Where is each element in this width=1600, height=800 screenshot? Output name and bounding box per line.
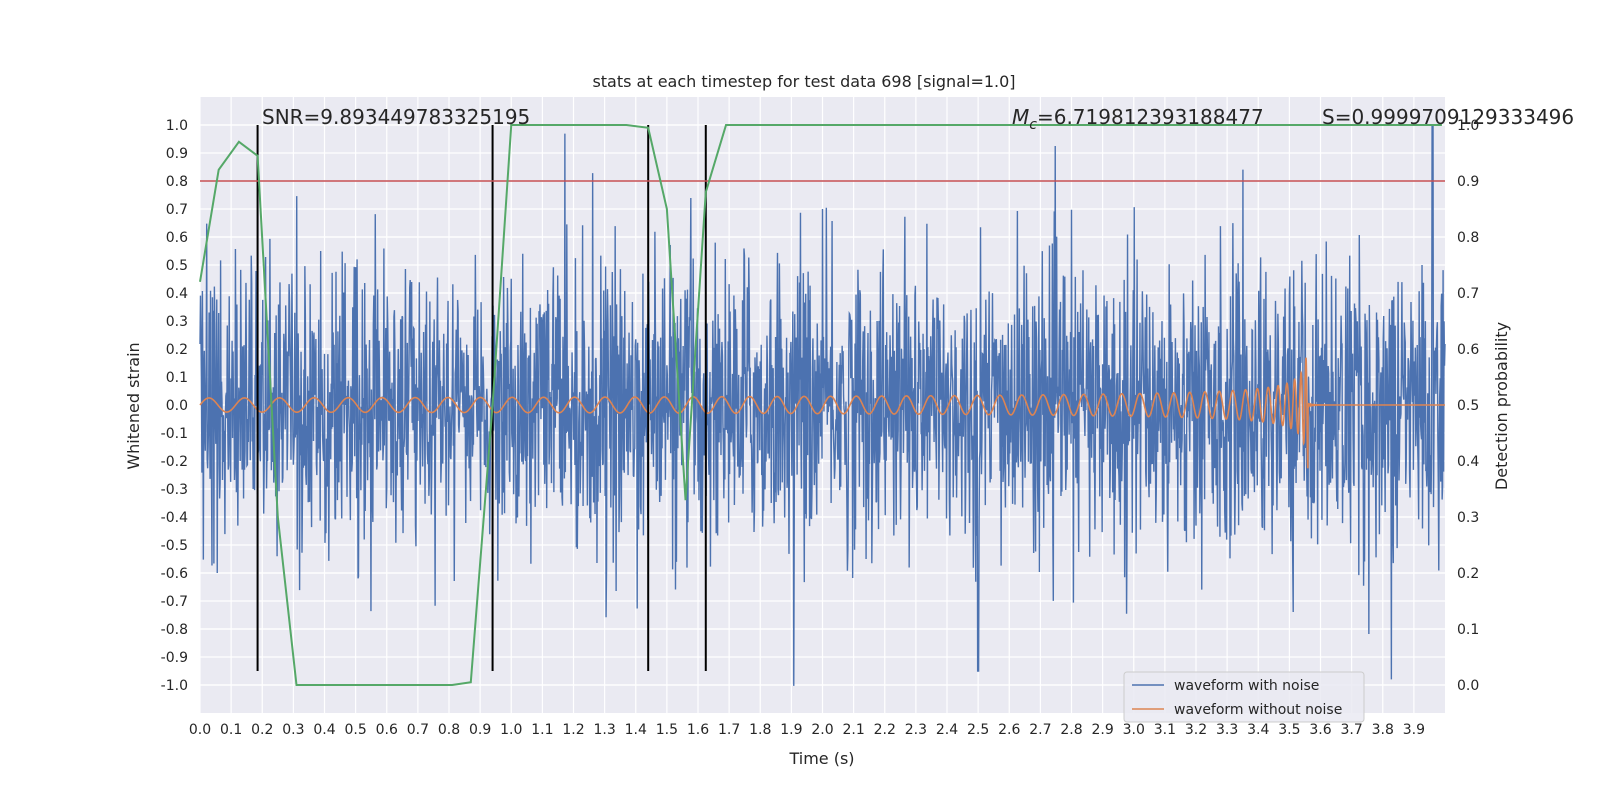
y2-tick-label: 1.0 <box>1457 118 1479 134</box>
y-tick-label: 0.2 <box>166 342 188 358</box>
x-tick-label: 0.2 <box>251 722 273 738</box>
y2-tick-label: 0.4 <box>1457 454 1479 470</box>
y2-tick-label: 0.6 <box>1457 342 1479 358</box>
legend-box <box>1123 671 1365 723</box>
x-tick-label: 3.1 <box>1154 722 1176 738</box>
x-tick-label: 0.6 <box>376 722 398 738</box>
chart-title: stats at each timestep for test data 698… <box>592 72 1015 91</box>
y-tick-labels: 1.0 0.9 0.8 0.7 0.6 0.5 0.4 0.3 0.2 0.1 0.0 -0.1 -0.… <box>161 118 188 694</box>
x-tick-label: 3.5 <box>1278 722 1300 738</box>
y-tick-label: 0.1 <box>166 370 188 386</box>
y2-tick-label: 0.0 <box>1457 678 1479 694</box>
legend-label-noise: waveform with noise <box>1174 678 1319 694</box>
chirp-mass-annotation: Mc=6.719812393188477 <box>1012 105 1264 133</box>
y-tick-label: 0.8 <box>166 174 188 190</box>
y2-axis-label: Detection probability <box>1492 322 1511 490</box>
x-tick-label: 3.9 <box>1403 722 1425 738</box>
x-tick-label: 0.3 <box>282 722 304 738</box>
x-tick-label: 2.5 <box>967 722 989 738</box>
x-tick-label: 3.0 <box>1123 722 1145 738</box>
x-tick-label: 1.4 <box>625 722 647 738</box>
chirp-mass-symbol: M <box>1012 105 1029 129</box>
x-tick-label: 1.7 <box>718 722 740 738</box>
legend: waveform with noise waveform without noi… <box>1123 671 1365 723</box>
y2-tick-label: 0.5 <box>1457 398 1479 414</box>
y-tick-label: -1.0 <box>161 678 188 694</box>
x-tick-label: 0.4 <box>313 722 335 738</box>
x-tick-label: 3.4 <box>1247 722 1269 738</box>
y-tick-label: -0.1 <box>161 426 188 442</box>
y-axis-label: Whitened strain <box>124 342 143 469</box>
y-tick-label: -0.9 <box>161 650 188 666</box>
x-tick-label: 3.3 <box>1216 722 1238 738</box>
detection-probability-line <box>199 124 1442 686</box>
y-tick-label: -0.2 <box>161 454 188 470</box>
x-tick-label: 2.7 <box>1029 722 1051 738</box>
chirp-mass-subscript: c <box>1029 117 1037 133</box>
x-tick-label: 2.8 <box>1060 722 1082 738</box>
x-tick-label: 3.8 <box>1372 722 1394 738</box>
x-tick-label: 0.5 <box>344 722 366 738</box>
x-tick-label: 1.8 <box>749 722 771 738</box>
y2-tick-label: 0.1 <box>1457 622 1479 638</box>
x-tick-label: 2.9 <box>1091 722 1113 738</box>
x-tick-label: 2.3 <box>905 722 927 738</box>
y-tick-label: 0.7 <box>166 202 188 218</box>
chirp-mass-value: =6.719812393188477 <box>1037 105 1264 129</box>
x-tick-label: 0.8 <box>438 722 460 738</box>
x-tick-label: 2.2 <box>874 722 896 738</box>
y2-tick-label: 0.3 <box>1457 510 1479 526</box>
s-annotation: S=0.9999709129333496 <box>1322 105 1574 129</box>
y-tick-label: 0.5 <box>166 258 188 274</box>
x-tick-label: 1.1 <box>531 722 553 738</box>
legend-label-clean: waveform without noise <box>1174 702 1342 718</box>
x-tick-label: 2.4 <box>936 722 958 738</box>
y2-tick-labels: 1.0 0.9 0.8 0.7 0.6 0.5 0.4 0.3 0.2 0.1 0.0 <box>1457 118 1479 694</box>
y-tick-label: 0.9 <box>166 146 188 162</box>
x-tick-label: 3.7 <box>1340 722 1362 738</box>
y2-tick-label: 0.9 <box>1457 174 1479 190</box>
x-tick-label: 1.3 <box>593 722 615 738</box>
y2-tick-label: 0.2 <box>1457 566 1479 582</box>
x-tick-label: 0.0 <box>189 722 211 738</box>
waveform-without-noise-line <box>199 357 1445 469</box>
x-tick-label: 2.1 <box>842 722 864 738</box>
snr-annotation: SNR=9.893449783325195 <box>262 105 530 129</box>
x-tick-label: 0.1 <box>220 722 242 738</box>
x-tick-label: 0.7 <box>407 722 429 738</box>
y-tick-label: 0.6 <box>166 230 188 246</box>
x-tick-labels: 0.0 0.1 0.2 0.3 0.4 0.5 0.6 0.7 0.8 0.9 1.0 1.1 1.2 1… <box>189 722 1425 738</box>
x-tick-label: 1.5 <box>656 722 678 738</box>
x-axis-label: Time (s) <box>788 749 854 768</box>
x-tick-label: 2.6 <box>998 722 1020 738</box>
y-tick-label: 0.0 <box>166 398 188 414</box>
y2-tick-label: 0.7 <box>1457 286 1479 302</box>
x-tick-label: 1.6 <box>687 722 709 738</box>
y-tick-label: -0.3 <box>161 482 188 498</box>
y-tick-label: 0.3 <box>166 314 188 330</box>
y-tick-label: 0.4 <box>166 286 188 302</box>
x-tick-label: 3.2 <box>1185 722 1207 738</box>
x-tick-label: 2.0 <box>811 722 833 738</box>
y-tick-label: -0.7 <box>161 594 188 610</box>
x-tick-label: 1.2 <box>562 722 584 738</box>
x-tick-label: 1.0 <box>500 722 522 738</box>
waveform-with-noise-line <box>199 124 1446 686</box>
y-tick-label: -0.5 <box>161 538 188 554</box>
x-tick-label: 3.6 <box>1309 722 1331 738</box>
y-tick-label: -0.8 <box>161 622 188 638</box>
y-tick-label: 1.0 <box>166 118 188 134</box>
y-tick-label: -0.6 <box>161 566 188 582</box>
y-tick-label: -0.4 <box>161 510 188 526</box>
x-tick-label: 0.9 <box>469 722 491 738</box>
y2-tick-label: 0.8 <box>1457 230 1479 246</box>
x-tick-label: 1.9 <box>780 722 802 738</box>
